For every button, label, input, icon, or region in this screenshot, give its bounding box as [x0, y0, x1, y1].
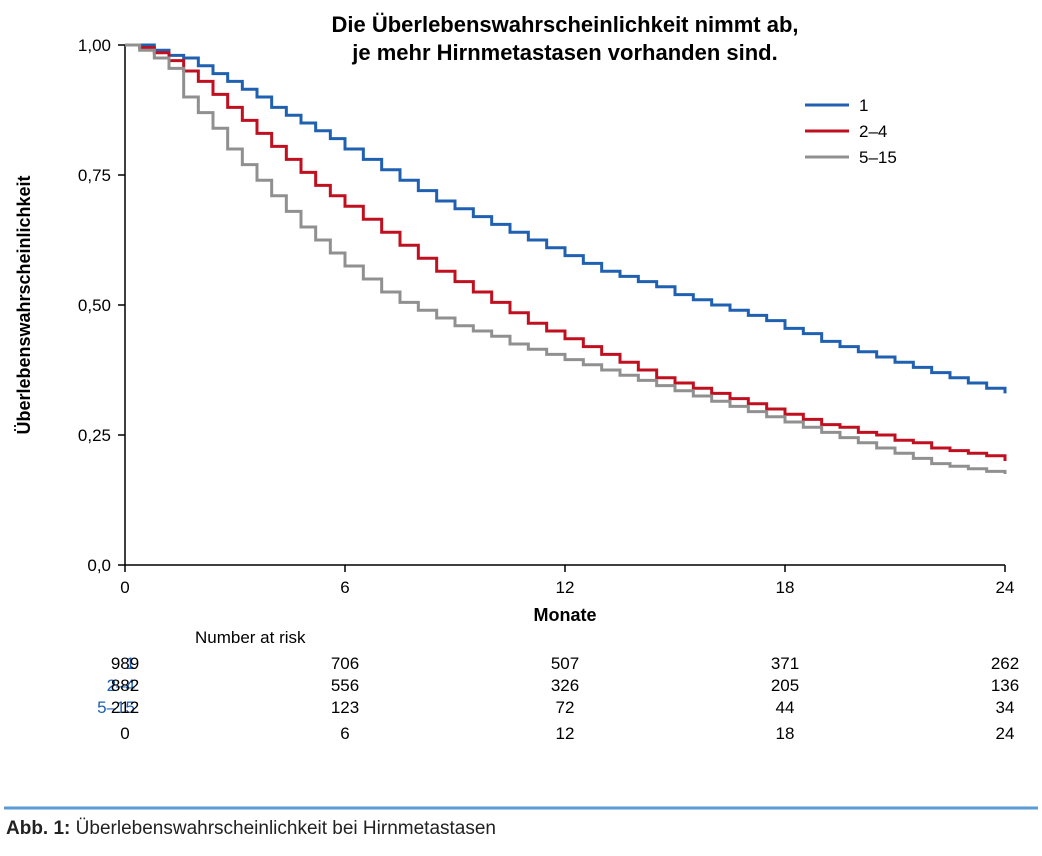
risk-cell: 371	[771, 654, 799, 673]
x-tick-label: 6	[340, 578, 349, 597]
risk-bottom-cell: 12	[556, 724, 575, 743]
risk-cell: 34	[996, 698, 1015, 717]
risk-cell: 212	[111, 698, 139, 717]
risk-bottom-cell: 0	[120, 724, 129, 743]
caption-text: Überlebenswahrscheinlichkeit bei Hirnmet…	[76, 818, 496, 839]
survival-chart-svg: Die Überlebenswahrscheinlichkeit nimmt a…	[0, 0, 1042, 816]
y-tick-label: 0,50	[78, 296, 111, 315]
risk-cell: 262	[991, 654, 1019, 673]
risk-cell: 706	[331, 654, 359, 673]
risk-bottom-cell: 6	[340, 724, 349, 743]
chart-container: Die Überlebenswahrscheinlichkeit nimmt a…	[0, 0, 1042, 856]
risk-cell: 205	[771, 676, 799, 695]
y-tick-label: 0,25	[78, 426, 111, 445]
figure-caption: Abb. 1: Überlebenswahrscheinlichkeit bei…	[0, 818, 1042, 840]
risk-cell: 507	[551, 654, 579, 673]
chart-title-line1: Die Überlebenswahrscheinlichkeit nimmt a…	[331, 12, 798, 37]
risk-table-title: Number at risk	[195, 628, 306, 647]
risk-bottom-cell: 18	[776, 724, 795, 743]
risk-cell: 123	[331, 698, 359, 717]
risk-cell: 72	[556, 698, 575, 717]
y-tick-label: 1,00	[78, 36, 111, 55]
y-tick-label: 0,75	[78, 166, 111, 185]
y-tick-label: 0,0	[87, 556, 111, 575]
risk-cell: 44	[776, 698, 795, 717]
x-tick-label: 18	[776, 578, 795, 597]
legend-label: 2–4	[859, 122, 887, 141]
risk-cell: 556	[331, 676, 359, 695]
legend-label: 5–15	[859, 148, 897, 167]
x-tick-label: 12	[556, 578, 575, 597]
x-tick-label: 0	[120, 578, 129, 597]
risk-cell: 882	[111, 676, 139, 695]
y-axis-label: Überlebenswahrscheinlichkeit	[14, 175, 34, 434]
caption-bold: Abb. 1:	[6, 818, 70, 839]
legend-label: 1	[859, 96, 868, 115]
x-axis-label: Monate	[534, 605, 597, 625]
risk-cell: 136	[991, 676, 1019, 695]
risk-cell: 989	[111, 654, 139, 673]
risk-cell: 326	[551, 676, 579, 695]
x-tick-label: 24	[996, 578, 1015, 597]
chart-title-line2: je mehr Hirnmetastasen vorhanden sind.	[351, 40, 777, 65]
risk-bottom-cell: 24	[996, 724, 1015, 743]
